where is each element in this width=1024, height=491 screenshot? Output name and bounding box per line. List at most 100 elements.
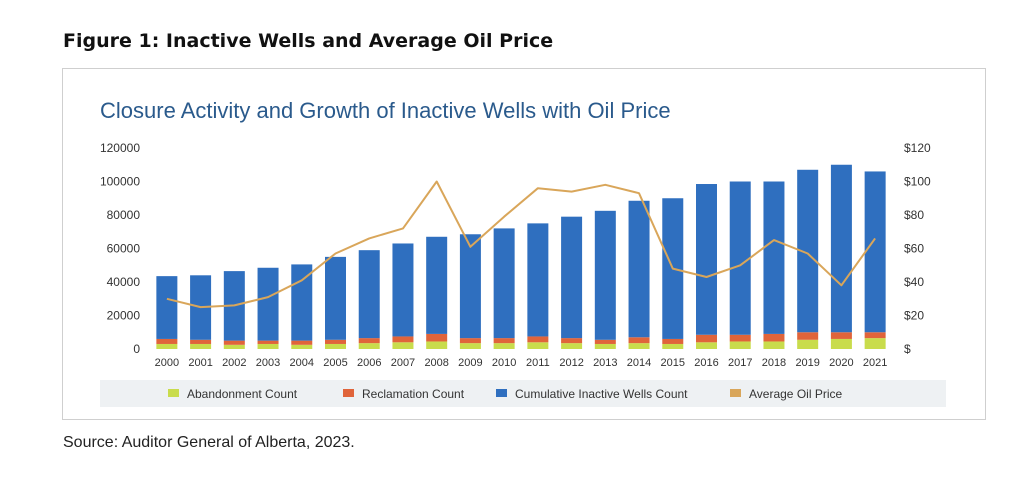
bar-abandonment-count: [358, 343, 380, 349]
x-axis-tick-label: 2015: [661, 357, 685, 369]
bar-reclamation-count: [628, 337, 650, 344]
bar-reclamation-count: [830, 332, 852, 339]
x-axis-tick-label: 2007: [391, 357, 415, 369]
bar-abandonment-count: [493, 343, 515, 349]
bar-reclamation-count: [325, 339, 346, 344]
y-axis-tick-label: 0: [133, 342, 140, 356]
bar-abandonment-count: [864, 338, 886, 349]
bar-reclamation-count: [291, 340, 313, 345]
x-axis-tick-label: 2021: [863, 357, 887, 369]
x-axis-tick-label: 2003: [256, 357, 280, 369]
bar-abandonment-count: [797, 339, 819, 349]
x-axis-tick-label: 2016: [694, 357, 718, 369]
bar-reclamation-count: [527, 336, 549, 343]
bar-cumulative-inactive-wells-count: [426, 236, 448, 334]
x-axis-tick-label: 2018: [762, 357, 786, 369]
x-axis-tick-label: 2013: [593, 357, 617, 369]
bar-abandonment-count: [426, 341, 448, 349]
bar-reclamation-count: [864, 332, 886, 339]
legend-label: Cumulative Inactive Wells Count: [515, 387, 688, 401]
bar-abandonment-count: [527, 342, 549, 349]
y-axis-tick-label: 80000: [107, 208, 141, 222]
x-axis-tick-label: 2017: [728, 357, 752, 369]
bar-cumulative-inactive-wells-count: [628, 200, 650, 338]
bar-cumulative-inactive-wells-count: [392, 243, 414, 337]
bar-cumulative-inactive-wells-count: [864, 171, 886, 333]
legend-label: Average Oil Price: [749, 387, 842, 401]
x-axis-tick-label: 2006: [357, 357, 381, 369]
legend-swatch: [168, 389, 179, 397]
line-average-oil-price: [166, 180, 876, 309]
bar-cumulative-inactive-wells-count: [156, 276, 178, 339]
legend-swatch: [730, 389, 741, 397]
bar-reclamation-count: [797, 332, 819, 340]
bar-abandonment-count: [291, 344, 313, 349]
bar-reclamation-count: [358, 338, 380, 344]
x-axis-tick-label: 2000: [155, 357, 179, 369]
figure-title: Figure 1: Inactive Wells and Average Oil…: [63, 30, 554, 52]
bar-abandonment-count: [223, 344, 245, 349]
bar-cumulative-inactive-wells-count: [763, 181, 785, 334]
x-axis-tick-label: 2005: [323, 357, 347, 369]
bar-cumulative-inactive-wells-count: [459, 234, 481, 339]
bar-abandonment-count: [459, 343, 481, 349]
y-axis-tick-label: 120000: [100, 141, 140, 155]
bar-abandonment-count: [729, 341, 751, 349]
x-axis-tick-label: 2004: [290, 357, 314, 369]
bar-cumulative-inactive-wells-count: [257, 267, 279, 341]
chart: Closure Activity and Growth of Inactive …: [100, 98, 946, 407]
bar-abandonment-count: [257, 343, 279, 349]
legend-swatch: [343, 389, 354, 397]
y2-axis-tick-label: $100: [904, 175, 931, 189]
bar-cumulative-inactive-wells-count: [594, 210, 616, 340]
bar-abandonment-count: [594, 343, 616, 349]
bar-abandonment-count: [628, 343, 650, 349]
bar-reclamation-count: [190, 339, 212, 344]
bar-abandonment-count: [325, 343, 346, 349]
y-axis-tick-label: 40000: [107, 275, 141, 289]
x-axis-tick-label: 2010: [492, 357, 516, 369]
bar-reclamation-count: [696, 334, 717, 343]
bar-abandonment-count: [830, 338, 852, 349]
bar-cumulative-inactive-wells-count: [561, 216, 583, 339]
chart-title: Closure Activity and Growth of Inactive …: [100, 98, 671, 123]
bar-cumulative-inactive-wells-count: [797, 169, 819, 333]
x-axis-tick-label: 2008: [424, 357, 448, 369]
x-axis-tick-label: 2014: [627, 357, 651, 369]
bar-abandonment-count: [763, 341, 785, 349]
bar-reclamation-count: [257, 340, 279, 344]
y2-axis-tick-label: $80: [904, 208, 924, 222]
bar-cumulative-inactive-wells-count: [696, 184, 717, 335]
y-axis-tick-label: 100000: [100, 175, 140, 189]
x-axis-tick-label: 2002: [222, 357, 246, 369]
x-axis-tick-label: 2012: [559, 357, 583, 369]
bar-reclamation-count: [763, 333, 785, 342]
x-axis-tick-label: 2020: [829, 357, 853, 369]
bar-abandonment-count: [392, 342, 414, 349]
bar-cumulative-inactive-wells-count: [729, 181, 751, 335]
bar-abandonment-count: [662, 343, 684, 349]
bar-cumulative-inactive-wells-count: [325, 256, 346, 340]
y-axis-tick-label: 60000: [107, 242, 141, 256]
bar-reclamation-count: [459, 338, 481, 344]
bar-cumulative-inactive-wells-count: [830, 164, 852, 333]
bar-cumulative-inactive-wells-count: [493, 228, 515, 339]
bar-reclamation-count: [493, 338, 515, 344]
x-axis-tick-label: 2009: [458, 357, 482, 369]
bar-reclamation-count: [662, 338, 684, 344]
y2-axis-tick-label: $: [904, 342, 911, 356]
y2-axis-tick-label: $60: [904, 242, 924, 256]
bar-abandonment-count: [561, 343, 583, 349]
y2-axis-tick-label: $120: [904, 141, 931, 155]
bar-reclamation-count: [156, 338, 178, 344]
y-axis-tick-label: 20000: [107, 309, 141, 323]
x-axis-tick-label: 2019: [795, 357, 819, 369]
legend-label: Reclamation Count: [362, 387, 465, 401]
bar-cumulative-inactive-wells-count: [527, 223, 549, 337]
bar-reclamation-count: [729, 334, 751, 342]
bar-reclamation-count: [561, 338, 583, 344]
bar-reclamation-count: [594, 339, 616, 344]
bar-reclamation-count: [223, 340, 245, 345]
x-axis-tick-label: 2011: [526, 357, 550, 369]
bar-reclamation-count: [392, 336, 414, 343]
